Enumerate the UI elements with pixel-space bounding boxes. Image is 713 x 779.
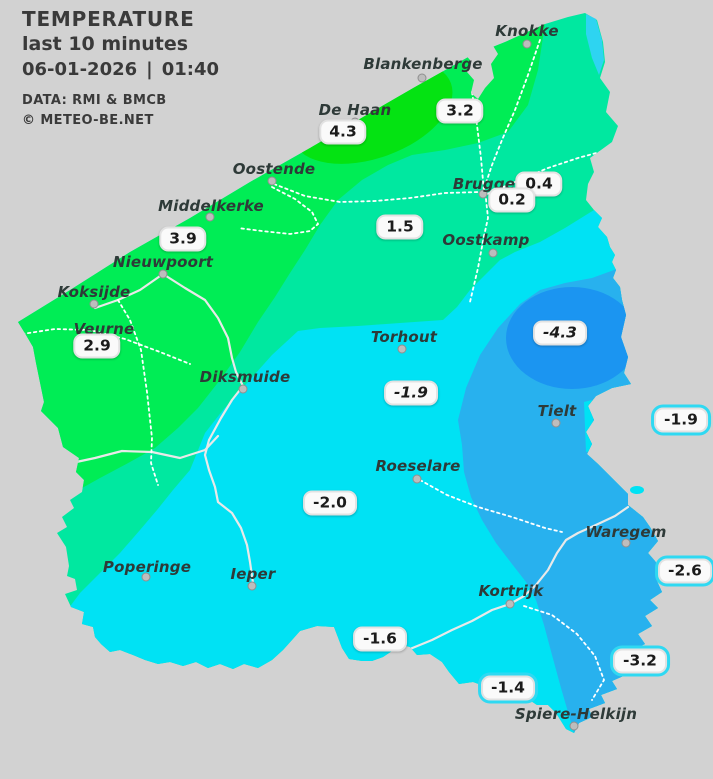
city-label: Poperinge — [102, 558, 192, 576]
city-dot — [158, 269, 168, 279]
temperature-reading: -4.3 — [533, 320, 587, 346]
temperature-reading: -2.0 — [303, 490, 357, 516]
harbor-islet — [429, 41, 435, 47]
road-nieuwpoort-south — [117, 299, 159, 486]
harbor-shapes — [429, 26, 498, 99]
city-label: Diksmuide — [199, 368, 291, 386]
city-dot — [417, 73, 427, 83]
road-oostende-brugge — [273, 183, 481, 203]
city-dot — [478, 189, 488, 199]
time-text: 01:40 — [161, 59, 220, 80]
city-label: Kortrijk — [478, 582, 544, 600]
city-label: Roeselare — [375, 457, 461, 475]
city-dot — [505, 599, 515, 609]
city-dot — [522, 39, 532, 49]
city-label: Spiere-Helkijn — [514, 705, 638, 723]
map-water-pocket — [630, 486, 644, 494]
map-header: TEMPERATURE last 10 minutes 06-01-2026 | 0… — [22, 6, 219, 131]
temperature-reading: 0.2 — [488, 187, 536, 213]
temperature-reading: 2.9 — [73, 333, 121, 359]
city-dot — [267, 176, 277, 186]
city-dot — [488, 248, 498, 258]
temperature-reading: -1.4 — [481, 675, 535, 701]
city-label: Ieper — [230, 565, 276, 583]
road-roeselare-kortrijk — [419, 479, 563, 533]
copyright: © METEO-BE.NET — [22, 113, 154, 128]
river-leie — [408, 505, 630, 651]
temperature-reading: -3.2 — [613, 648, 667, 674]
data-source: DATA: RMI & BMCB — [22, 93, 167, 108]
city-label: Knokke — [495, 22, 559, 40]
harbor-islet — [434, 54, 440, 60]
city-dot — [89, 299, 99, 309]
river-ijzer — [161, 272, 255, 585]
temperature-reading: -1.9 — [384, 380, 438, 406]
city-label: Koksijde — [57, 283, 131, 301]
temperature-reading: -2.6 — [658, 558, 712, 584]
road-brugge-east — [486, 151, 601, 195]
city-dot — [205, 212, 215, 222]
city-label: Oostkamp — [442, 231, 530, 249]
city-dot — [397, 344, 407, 354]
city-dot — [569, 721, 579, 731]
road-border-south — [523, 605, 605, 701]
city-label: Blankenberge — [363, 55, 483, 73]
city-dot — [247, 581, 257, 591]
city-label: Nieuwpoort — [112, 253, 214, 271]
city-label: De Haan — [318, 101, 392, 119]
map-region-green — [18, 24, 545, 512]
date-text: 06-01-2026 — [22, 59, 138, 80]
timestamp: 06-01-2026 | 01:40 — [22, 57, 219, 82]
city-label: Tielt — [537, 402, 577, 420]
city-dot — [238, 384, 248, 394]
page-title: TEMPERATURE — [22, 7, 195, 31]
temperature-reading: 3.2 — [436, 98, 484, 124]
map-region-zwin — [586, 14, 604, 75]
temperature-reading: 1.5 — [376, 214, 424, 240]
city-dot — [141, 572, 151, 582]
harbor-main — [458, 26, 498, 99]
road-brugge-oostkamp — [469, 198, 489, 303]
temperature-reading: -1.6 — [353, 626, 407, 652]
subtitle: last 10 minutes — [22, 33, 189, 55]
date-time-separator: | — [146, 59, 153, 80]
temperature-reading: 3.9 — [159, 226, 207, 252]
city-label: Middelkerke — [158, 197, 264, 215]
temperature-reading: 4.3 — [319, 119, 367, 145]
road-harbor-brugge — [471, 91, 485, 193]
road-oostende-loop — [237, 186, 320, 235]
canal-nieuwpoort — [93, 272, 165, 310]
harbor-pier-west — [437, 33, 458, 56]
temperature-reading: -1.9 — [654, 407, 708, 433]
road-knokke-brugge — [482, 39, 541, 193]
city-dot — [412, 474, 422, 484]
city-dot — [621, 538, 631, 548]
city-label: Oostende — [232, 160, 316, 178]
city-label: Torhout — [370, 328, 438, 346]
city-label: Waregem — [585, 523, 667, 541]
city-dot — [551, 418, 561, 428]
